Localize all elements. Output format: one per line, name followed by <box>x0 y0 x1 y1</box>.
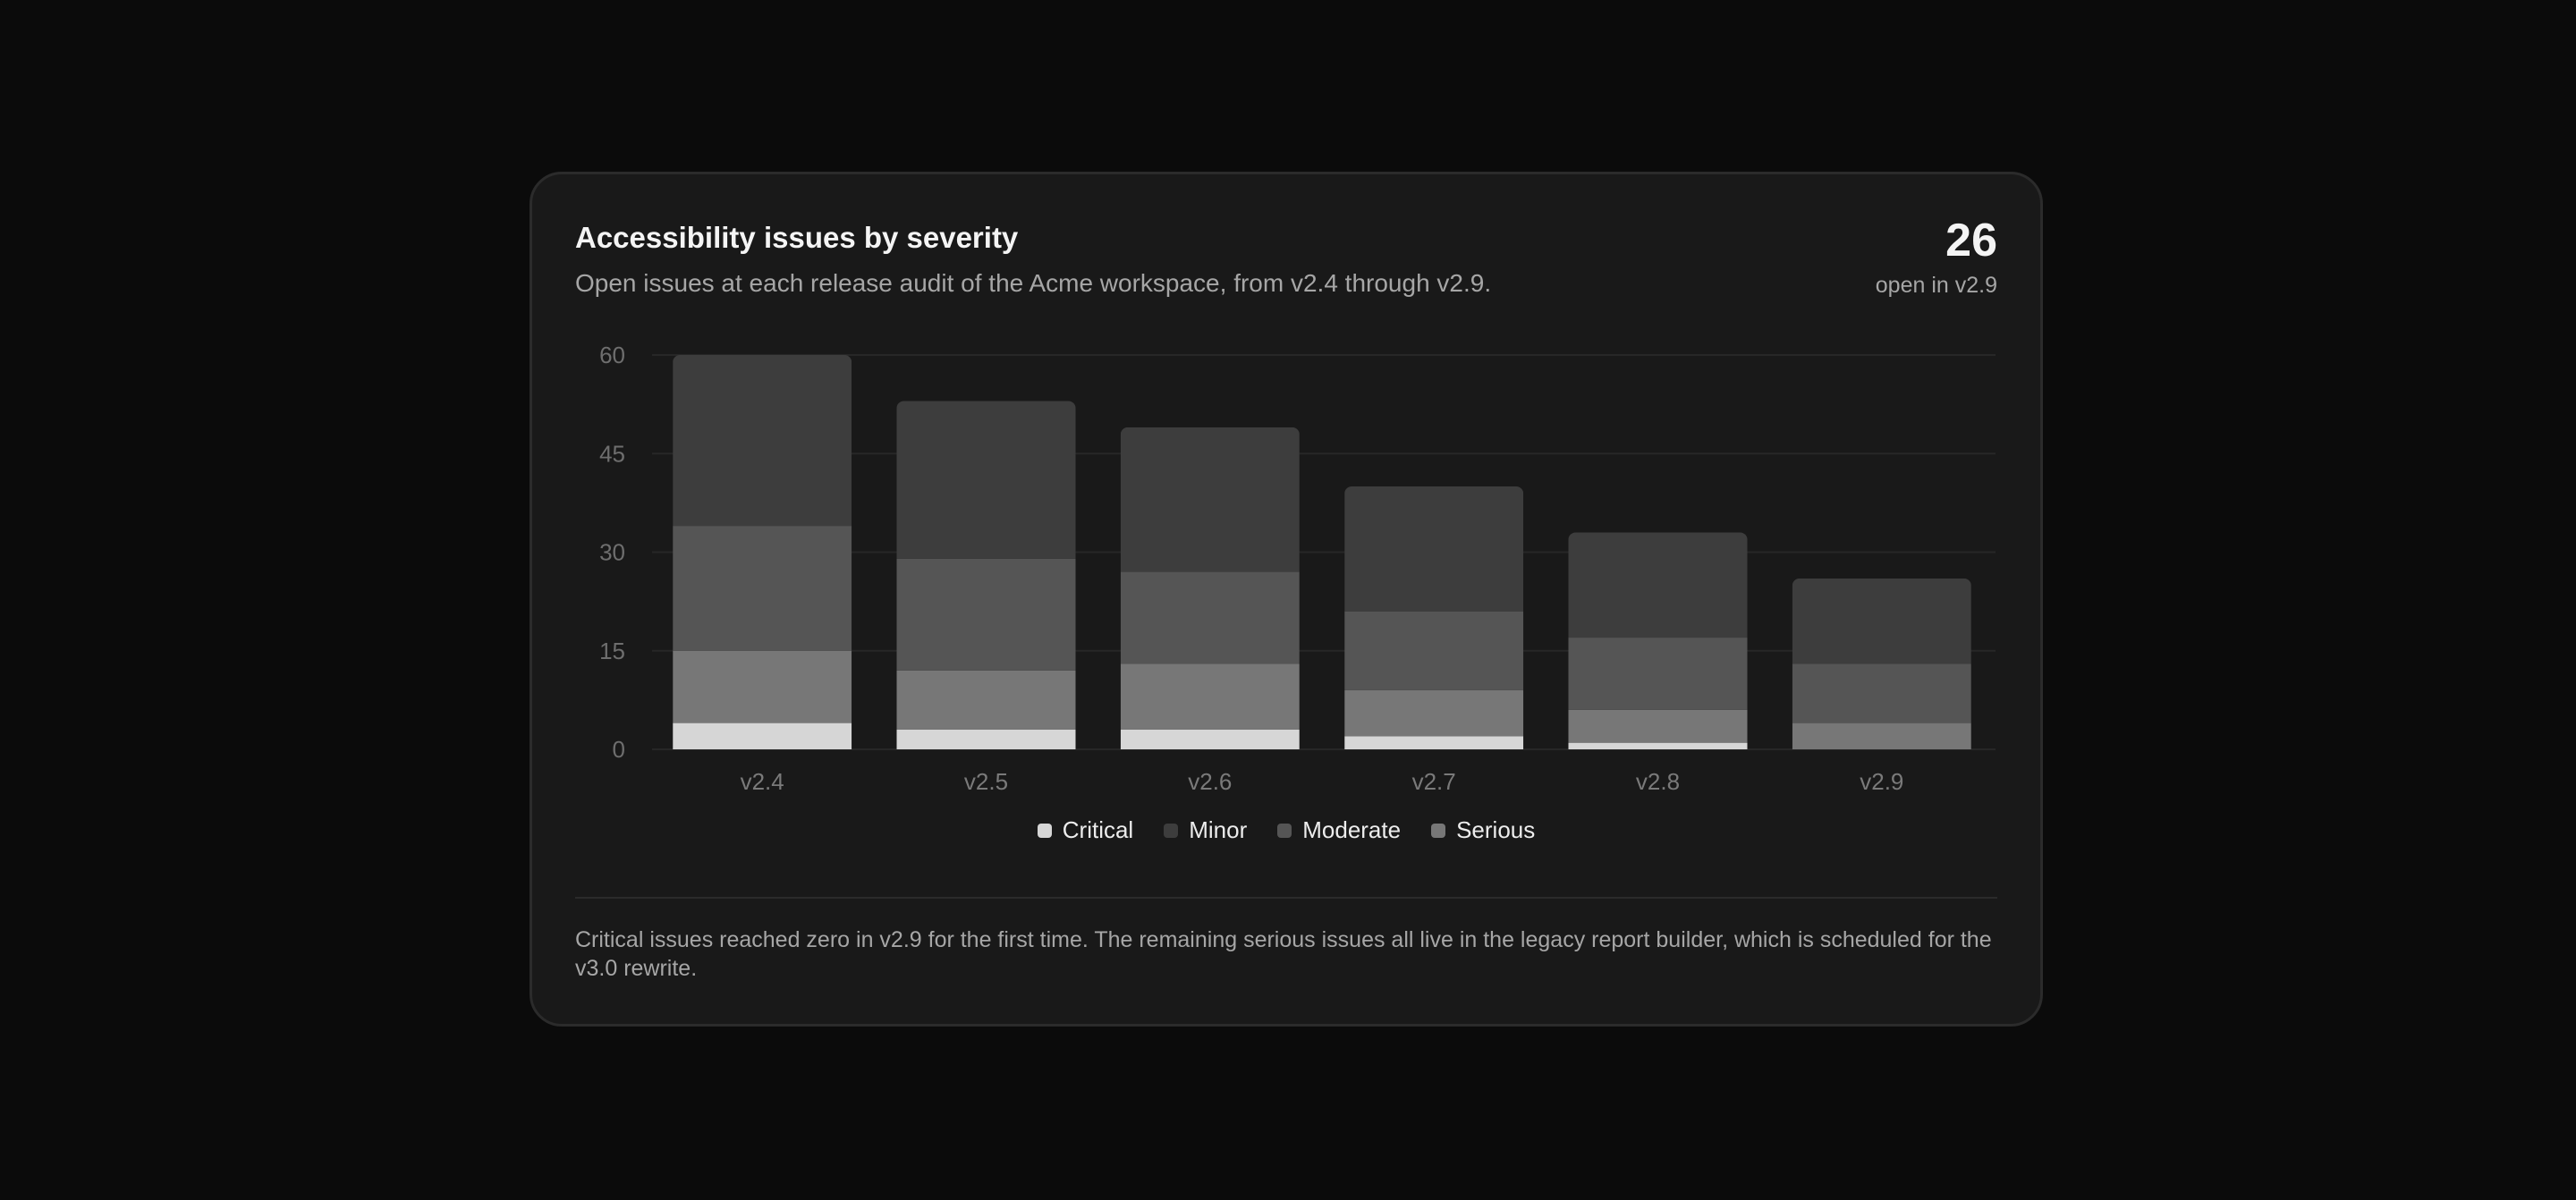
bar-segment-minor-v2.4 <box>673 355 852 527</box>
bar-stack-v2.4 <box>673 355 852 749</box>
legend-swatch <box>1431 823 1446 838</box>
x-tick-label: v2.8 <box>1636 768 1680 795</box>
x-tick-label: v2.5 <box>964 768 1008 795</box>
legend-label: Moderate <box>1302 816 1402 843</box>
bar-segment-critical-v2.7 <box>1344 736 1524 749</box>
bar-stack-v2.6 <box>1120 427 1300 749</box>
stacked-bar-chart: 0 15 30 45 60 v2.4 v2.5 v2.6 v2.7 v2.8 v2.9 <box>599 342 1996 795</box>
x-tick-label: v2.9 <box>1860 768 1903 795</box>
bar-stack-v2.5 <box>896 401 1076 749</box>
legend-label: Serious <box>1456 816 1536 843</box>
bar-segment-critical-v2.8 <box>1568 742 1748 749</box>
y-tick-label: 30 <box>599 539 625 566</box>
bar-segment-serious-v2.6 <box>1120 663 1300 730</box>
bar-segment-minor-v2.5 <box>896 401 1076 559</box>
bar-segment-moderate-v2.7 <box>1344 611 1524 690</box>
x-tick-label: v2.4 <box>741 768 784 795</box>
chart-footnote: Critical issues reached zero in v2.9 for… <box>575 927 1992 981</box>
x-tick-label: v2.7 <box>1412 768 1456 795</box>
bar-stack-v2.8 <box>1568 532 1748 749</box>
legend-swatch <box>1277 823 1292 838</box>
x-tick-label: v2.6 <box>1188 768 1232 795</box>
bar-stack-v2.7 <box>1344 486 1524 749</box>
kpi-value: 26 <box>1945 215 1997 266</box>
bar-segment-serious-v2.9 <box>1792 723 1971 749</box>
bar-segment-serious-v2.7 <box>1344 689 1524 737</box>
legend-swatch <box>1037 823 1052 838</box>
bar-segment-moderate-v2.5 <box>896 558 1076 671</box>
bar-segment-moderate-v2.6 <box>1120 571 1300 664</box>
legend-swatch <box>1164 823 1179 838</box>
legend-item-critical: Critical <box>1037 816 1134 844</box>
bar-segment-minor-v2.9 <box>1792 578 1971 664</box>
kpi-label: open in v2.9 <box>1875 273 1997 298</box>
x-axis-ticks: v2.4 v2.5 v2.6 v2.7 v2.8 v2.9 <box>741 768 1904 795</box>
legend-label: Minor <box>1189 816 1248 843</box>
y-tick-label: 15 <box>599 638 625 664</box>
kpi-summary: 26 open in v2.9 <box>1876 217 1997 299</box>
chart-subtitle: Open issues at each release audit of the… <box>575 269 1492 297</box>
legend-item-serious: Serious <box>1431 816 1535 844</box>
divider <box>575 897 1997 899</box>
y-tick-label: 0 <box>613 736 625 763</box>
bar-segment-serious-v2.5 <box>896 670 1076 730</box>
bar-segment-minor-v2.6 <box>1120 427 1300 572</box>
bar-segment-minor-v2.8 <box>1568 532 1748 638</box>
bar-segment-minor-v2.7 <box>1344 486 1524 612</box>
gridlines <box>652 354 1996 750</box>
bars <box>673 355 1971 749</box>
legend-item-moderate: Moderate <box>1277 816 1401 844</box>
bar-segment-serious-v2.4 <box>673 650 852 723</box>
legend-label: Critical <box>1062 816 1134 843</box>
bar-segment-serious-v2.8 <box>1568 709 1748 743</box>
bar-segment-moderate-v2.9 <box>1792 663 1971 723</box>
y-axis-ticks: 0 15 30 45 60 <box>599 342 625 763</box>
bar-segment-critical-v2.6 <box>1120 729 1300 749</box>
bar-stack-v2.9 <box>1792 578 1971 749</box>
chart-legend: Critical Minor Moderate Serious <box>532 816 2040 844</box>
bar-segment-critical-v2.5 <box>896 729 1076 749</box>
bar-segment-moderate-v2.4 <box>673 526 852 651</box>
legend-item-minor: Minor <box>1164 816 1247 844</box>
y-tick-label: 45 <box>599 440 625 467</box>
chart-card: Accessibility issues by severity Open is… <box>530 172 2043 1027</box>
y-tick-label: 60 <box>599 342 625 368</box>
bar-segment-moderate-v2.8 <box>1568 638 1748 710</box>
bar-segment-critical-v2.4 <box>673 723 852 749</box>
chart-title: Accessibility issues by severity <box>575 221 1019 254</box>
